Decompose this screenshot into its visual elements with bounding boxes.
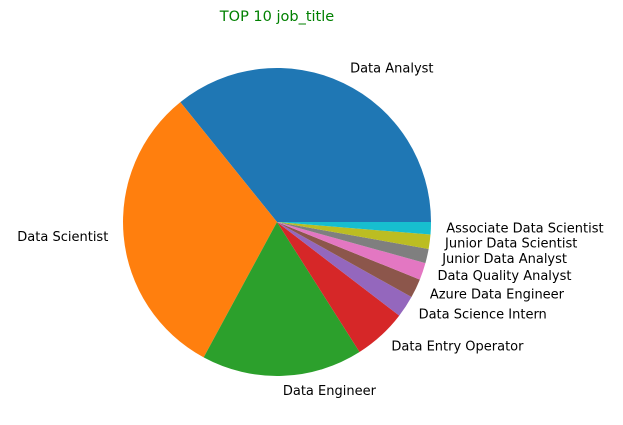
pie-slices [123,68,431,376]
pie-slice-data-analyst [180,68,431,222]
pie-label-data-quality-analyst: Data Quality Analyst [437,269,571,284]
pie-slice-data-quality-analyst [277,222,426,280]
pie-label-data-analyst: Data Analyst [350,62,433,77]
pie-label-junior-data-scientist: Junior Data Scientist [444,236,577,251]
pie-slice-data-science-intern [277,222,412,316]
pie-slice-junior-data-analyst [277,222,429,264]
pie-label-data-entry-operator: Data Entry Operator [391,339,524,354]
pie-slice-data-entry-operator [277,222,400,353]
pie-label-associate-data-scientist: Associate Data Scientist [446,221,603,236]
pie-label-data-scientist: Data Scientist [17,230,108,245]
pie-slice-associate-data-scientist [277,222,431,235]
pie-slice-data-scientist [123,102,277,358]
chart-title: TOP 10 job_title [219,9,334,25]
pie-slice-azure-data-engineer [277,222,420,298]
pie-label-junior-data-analyst: Junior Data Analyst [441,252,567,267]
pie-label-data-engineer: Data Engineer [283,384,377,399]
pie-slice-junior-data-scientist [277,222,431,249]
pie-label-data-science-intern: Data Science Intern [419,308,547,323]
pie-slice-data-engineer [203,222,360,376]
pie-label-azure-data-engineer: Azure Data Engineer [430,288,565,303]
pie-labels: Data Analyst Data Scientist Data Engineer D… [17,62,603,399]
